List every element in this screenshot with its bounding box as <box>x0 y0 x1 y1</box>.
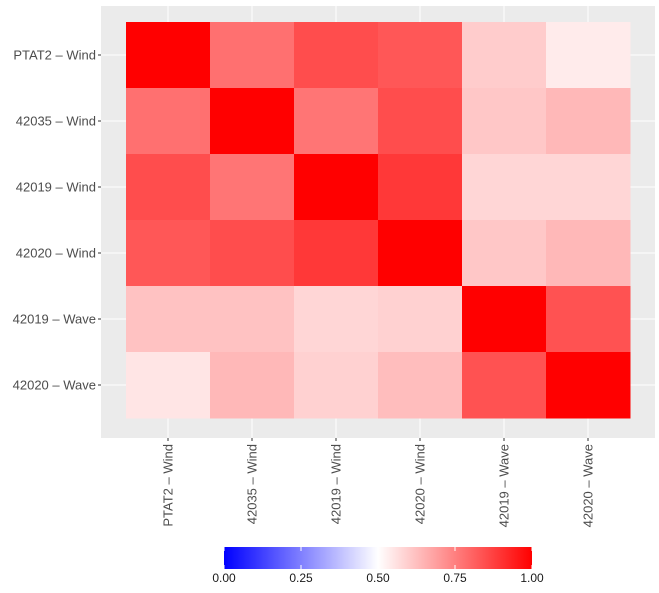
heatmap-cell-42020-wind-x-42035-wind <box>210 220 295 287</box>
heatmap-cell-42019-wind-x-42020-wind <box>378 154 463 221</box>
heatmap-cell-42020-wind-x-42020-wave <box>546 220 631 287</box>
heatmap-cell-ptat2-wind-x-42019-wind <box>294 22 379 89</box>
x-tick-label: 42019 – Wave <box>497 444 512 527</box>
heatmap-cell-42035-wind-x-ptat2-wind <box>126 88 211 155</box>
heatmap-cell-42020-wave-x-42019-wave <box>462 352 547 419</box>
heatmap-cell-42019-wave-x-42020-wave <box>546 286 631 353</box>
heatmap-cell-42020-wind-x-ptat2-wind <box>126 220 211 287</box>
legend-tick-label: 0.25 <box>289 571 313 585</box>
x-axis: PTAT2 – Wind 42035 – Wind 42019 – Wind 4202… <box>161 438 596 527</box>
heatmap-cell-42020-wind-x-42019-wave <box>462 220 547 287</box>
heatmap-cell-42019-wind-x-42019-wave <box>462 154 547 221</box>
heatmap-cell-42019-wind-x-42019-wind <box>294 154 379 221</box>
y-axis: PTAT2 – Wind 42035 – Wind 42019 – Wind 4202… <box>13 48 101 393</box>
y-tick-label: 42020 – Wind <box>16 246 96 261</box>
heatmap-cell-42020-wave-x-42020-wave <box>546 352 631 419</box>
heatmap-cell-ptat2-wind-x-ptat2-wind <box>126 22 211 89</box>
heatmap-cell-42020-wind-x-42019-wind <box>294 220 379 287</box>
x-tick-label: 42035 – Wind <box>245 444 260 524</box>
heatmap-cell-42019-wave-x-42020-wind <box>378 286 463 353</box>
heatmap-cell-42035-wind-x-42035-wind <box>210 88 295 155</box>
y-tick-label: 42020 – Wave <box>13 378 96 393</box>
heatmap-cell-42019-wave-x-42019-wave <box>462 286 547 353</box>
heatmap-cell-42019-wave-x-42035-wind <box>210 286 295 353</box>
legend-tick-label: 0.00 <box>212 571 236 585</box>
heatmap-cell-ptat2-wind-x-42019-wave <box>462 22 547 89</box>
x-tick-label: 42019 – Wind <box>329 444 344 524</box>
x-tick-label: 42020 – Wind <box>413 444 428 524</box>
heatmap-cell-42019-wind-x-42020-wave <box>546 154 631 221</box>
heatmap-cell-ptat2-wind-x-42020-wind <box>378 22 463 89</box>
heatmap-cell-42035-wind-x-42019-wind <box>294 88 379 155</box>
heatmap-cell-42019-wind-x-42035-wind <box>210 154 295 221</box>
heatmap-cell-ptat2-wind-x-42035-wind <box>210 22 295 89</box>
heatmap-cell-42020-wave-x-42035-wind <box>210 352 295 419</box>
y-tick-label: 42019 – Wave <box>13 312 96 327</box>
y-tick-label: 42035 – Wind <box>16 114 96 129</box>
heatmap-cell-42019-wind-x-ptat2-wind <box>126 154 211 221</box>
heatmap-cell-42035-wind-x-42020-wave <box>546 88 631 155</box>
heatmap-cell-42020-wave-x-42019-wind <box>294 352 379 419</box>
heatmap-cells <box>126 22 631 419</box>
color-legend: 0.00 0.25 0.50 0.75 1.00 <box>212 547 544 585</box>
x-tick-label: PTAT2 – Wind <box>161 444 176 527</box>
heatmap-cell-42035-wind-x-42020-wind <box>378 88 463 155</box>
heatmap-cell-42020-wind-x-42020-wind <box>378 220 463 287</box>
legend-colorbar <box>224 547 532 569</box>
legend-tick-label: 1.00 <box>520 571 544 585</box>
heatmap-cell-42019-wave-x-42019-wind <box>294 286 379 353</box>
heatmap-cell-ptat2-wind-x-42020-wave <box>546 22 631 89</box>
legend-tick-label: 0.75 <box>443 571 467 585</box>
x-tick-label: 42020 – Wave <box>581 444 596 527</box>
heatmap-cell-42020-wave-x-ptat2-wind <box>126 352 211 419</box>
heatmap-cell-42019-wave-x-ptat2-wind <box>126 286 211 353</box>
heatmap-cell-42035-wind-x-42019-wave <box>462 88 547 155</box>
y-tick-label: 42019 – Wind <box>16 180 96 195</box>
legend-tick-label: 0.50 <box>366 571 390 585</box>
y-tick-label: PTAT2 – Wind <box>13 48 96 63</box>
heatmap-cell-42020-wave-x-42020-wind <box>378 352 463 419</box>
